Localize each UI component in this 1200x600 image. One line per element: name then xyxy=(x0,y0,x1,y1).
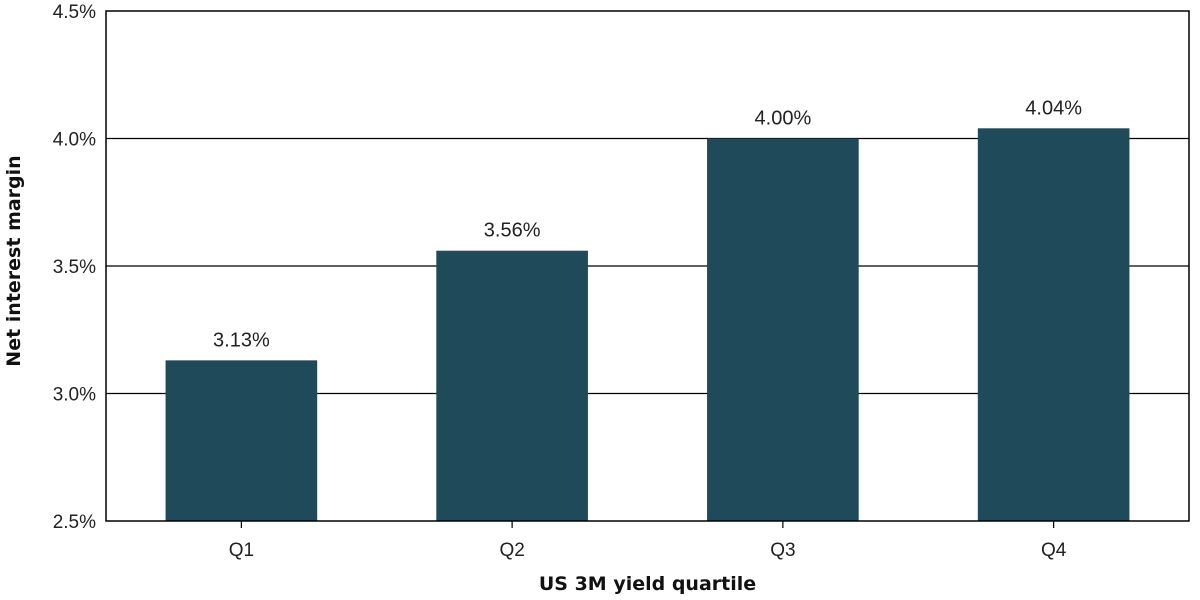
x-tick-label-q3: Q3 xyxy=(770,540,795,561)
data-label-q1: 3.13% xyxy=(213,329,270,351)
data-labels: 3.13% 3.56% 4.00% 4.04% xyxy=(213,97,1082,351)
y-axis-ticks: 2.5% 3.0% 3.5% 4.0% 4.5% xyxy=(53,2,96,533)
x-tick-label-q1: Q1 xyxy=(229,540,254,561)
x-axis-title: US 3M yield quartile xyxy=(539,573,756,595)
bar-q2 xyxy=(436,250,588,521)
y-axis-title: Net interest margin xyxy=(3,155,25,366)
bars xyxy=(165,128,1130,522)
y-tick-label: 4.0% xyxy=(53,130,96,151)
bar-q1 xyxy=(165,360,318,521)
data-label-q2: 3.56% xyxy=(484,220,541,242)
bar-q4 xyxy=(977,128,1130,522)
plot-frame xyxy=(105,10,1190,522)
data-label-q4: 4.04% xyxy=(1025,97,1082,119)
x-axis-ticks: Q1 Q2 Q3 Q4 xyxy=(229,521,1067,561)
y-tick-label: 4.5% xyxy=(53,2,96,23)
data-label-q3: 4.00% xyxy=(755,108,812,130)
bar-q3 xyxy=(707,138,859,521)
x-tick-label-q2: Q2 xyxy=(499,540,524,561)
y-tick-label: 2.5% xyxy=(53,512,96,533)
y-tick-label: 3.0% xyxy=(53,385,96,406)
x-tick-label-q4: Q4 xyxy=(1041,540,1067,561)
y-tick-label: 3.5% xyxy=(53,257,96,278)
